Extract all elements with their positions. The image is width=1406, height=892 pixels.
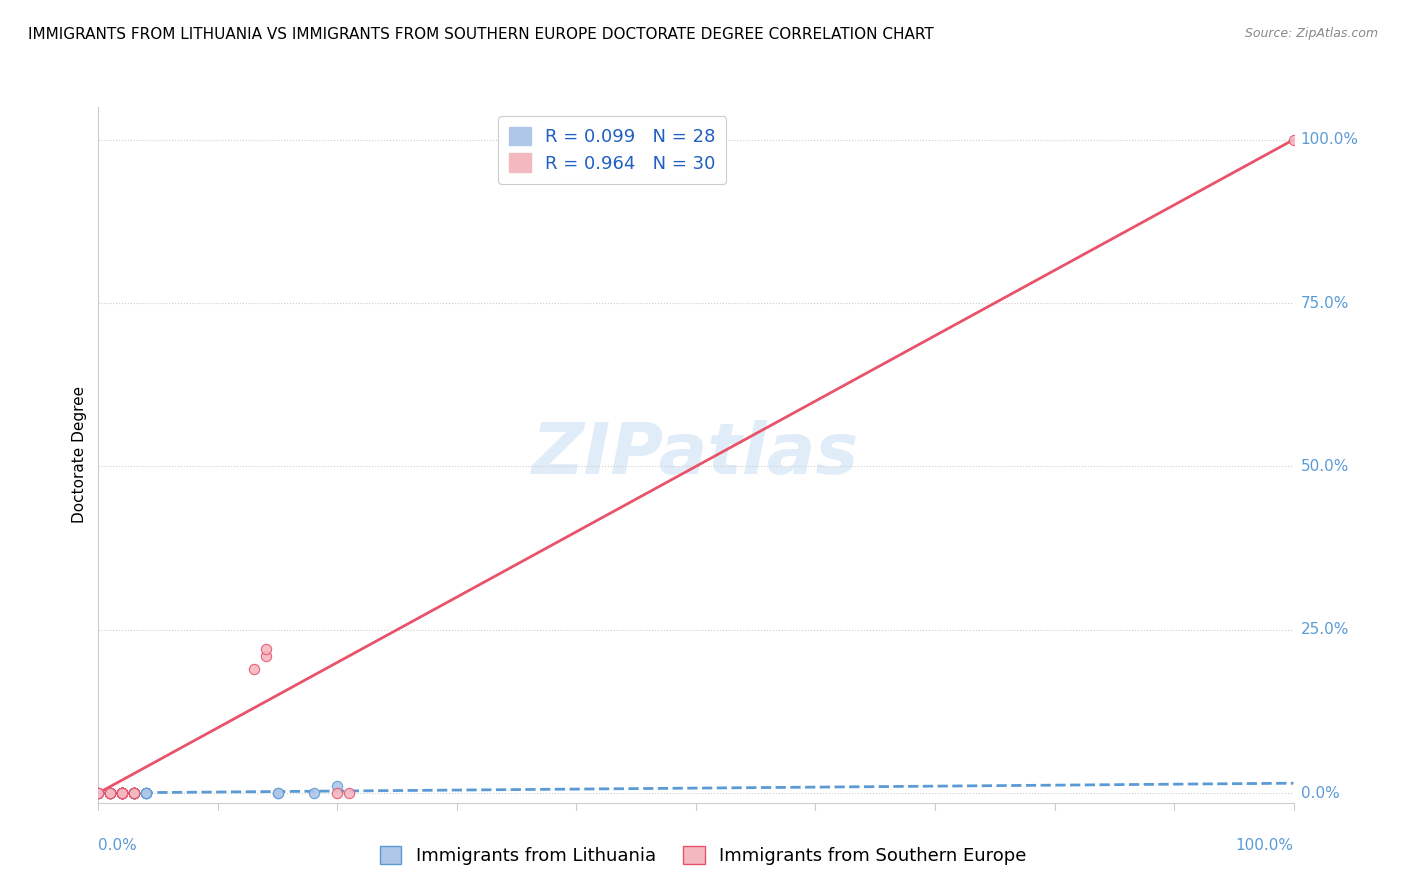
Point [267, 786, 290, 800]
Text: 0.0%: 0.0% [1301, 786, 1340, 800]
Point [98, 786, 122, 800]
Point [111, 786, 134, 800]
Point [98, 786, 122, 800]
Point [124, 786, 146, 800]
Legend: Immigrants from Lithuania, Immigrants from Southern Europe: Immigrants from Lithuania, Immigrants fr… [371, 837, 1035, 874]
Text: 100.0%: 100.0% [1236, 838, 1294, 854]
Point [1282, 133, 1305, 147]
Point [87, 786, 110, 800]
Point [124, 786, 146, 800]
Point [98, 786, 122, 800]
Point [87, 786, 110, 800]
Point [111, 786, 134, 800]
Point [111, 786, 134, 800]
Point [111, 786, 134, 800]
Point [111, 786, 134, 800]
Point [111, 786, 134, 800]
Point [98, 786, 122, 800]
Point [124, 786, 146, 800]
Point [111, 786, 134, 800]
Point [98, 786, 122, 800]
Point [111, 786, 134, 800]
Point [111, 786, 134, 800]
Point [135, 786, 157, 800]
Point [124, 786, 146, 800]
Point [111, 786, 134, 800]
Point [124, 786, 146, 800]
Text: 50.0%: 50.0% [1301, 458, 1348, 474]
Text: IMMIGRANTS FROM LITHUANIA VS IMMIGRANTS FROM SOUTHERN EUROPE DOCTORATE DEGREE CO: IMMIGRANTS FROM LITHUANIA VS IMMIGRANTS … [28, 27, 934, 42]
Point [267, 786, 290, 800]
Point [124, 786, 146, 800]
Point [111, 786, 134, 800]
Point [124, 786, 146, 800]
Point [111, 786, 134, 800]
Point [135, 786, 157, 800]
Point [111, 786, 134, 800]
Text: 75.0%: 75.0% [1301, 295, 1348, 310]
Text: Source: ZipAtlas.com: Source: ZipAtlas.com [1244, 27, 1378, 40]
Point [337, 786, 360, 800]
Point [124, 786, 146, 800]
Point [111, 786, 134, 800]
Point [98, 786, 122, 800]
Point [124, 786, 146, 800]
Text: 0.0%: 0.0% [98, 838, 138, 854]
Point [124, 786, 146, 800]
Point [124, 786, 146, 800]
Point [243, 662, 266, 676]
Point [135, 786, 157, 800]
Point [302, 786, 325, 800]
Text: 25.0%: 25.0% [1301, 623, 1348, 637]
Point [135, 786, 157, 800]
Text: 100.0%: 100.0% [1301, 132, 1358, 147]
Point [98, 786, 122, 800]
Y-axis label: Doctorate Degree: Doctorate Degree [72, 386, 87, 524]
Point [254, 648, 277, 663]
Point [111, 786, 134, 800]
Legend: R = 0.099   N = 28, R = 0.964   N = 30: R = 0.099 N = 28, R = 0.964 N = 30 [498, 116, 727, 184]
Point [326, 786, 349, 800]
Point [111, 786, 134, 800]
Point [98, 786, 122, 800]
Point [87, 786, 110, 800]
Text: ZIPatlas: ZIPatlas [533, 420, 859, 490]
Point [135, 786, 157, 800]
Point [111, 786, 134, 800]
Point [326, 780, 349, 794]
Point [111, 786, 134, 800]
Point [111, 786, 134, 800]
Point [87, 786, 110, 800]
Point [111, 786, 134, 800]
Point [254, 642, 277, 657]
